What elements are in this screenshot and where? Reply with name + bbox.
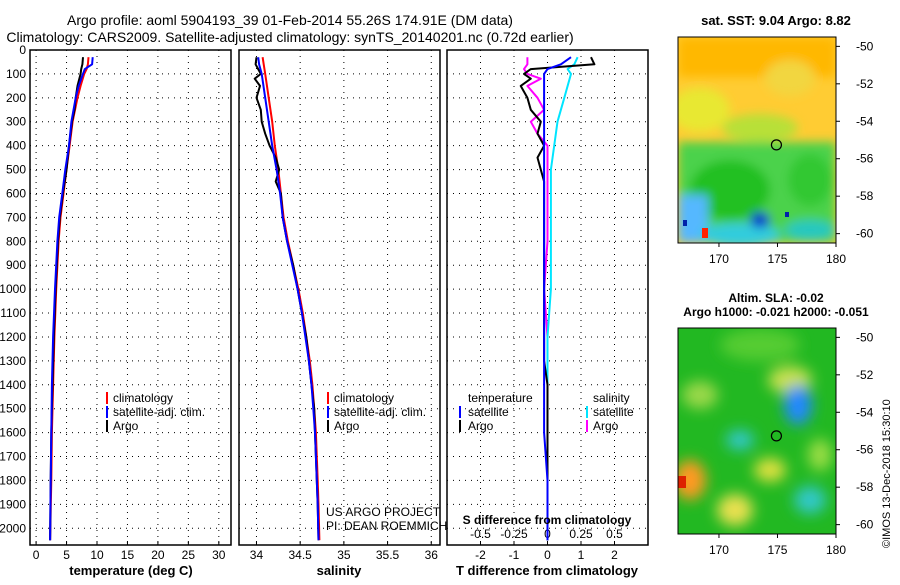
s-tick-label: -0.5 — [470, 527, 491, 541]
depth-tick-label: 1500 — [0, 402, 26, 416]
depth-tick-label: 1800 — [0, 473, 26, 487]
legend-title-salinity: salinity — [593, 391, 630, 405]
legend-label-satellite: satellite-adj. clim. — [334, 405, 426, 419]
legend-label-argo: Argo — [334, 419, 360, 433]
depth-tick-label: 1900 — [0, 497, 26, 511]
legend-label-climatology: climatology — [113, 391, 173, 405]
legend-label-argo: Argo — [113, 419, 139, 433]
sla-map-frame — [677, 327, 837, 535]
legend-label-s-argo: Argo — [593, 419, 619, 433]
salinity-xlabel: salinity — [317, 563, 363, 578]
map-lat-label: -52 — [856, 368, 874, 382]
sla-heatmap — [678, 328, 836, 534]
map-lat-label: -52 — [856, 77, 874, 91]
x-tick-label: 25 — [182, 548, 196, 562]
x-tick-label: 35.5 — [376, 548, 400, 562]
series-satellite — [49, 57, 94, 541]
argo-position-marker — [770, 430, 783, 442]
depth-tick-label: 1000 — [0, 282, 26, 296]
sst-map-title: sat. SST: 9.04 Argo: 8.82 — [701, 13, 851, 28]
temperature-legend: climatology satellite-adj. clim. Argo — [106, 391, 205, 433]
depth-tick-label: 700 — [6, 210, 26, 224]
x-tick-label: 10 — [90, 548, 104, 562]
s-tick-label: 0.5 — [606, 527, 623, 541]
map-lat-label: -58 — [856, 480, 874, 494]
argo-position-marker — [770, 139, 783, 151]
depth-tick-label: 1200 — [0, 330, 26, 344]
x-tick-label: 0 — [33, 548, 40, 562]
depth-tick-label: 1400 — [0, 378, 26, 392]
sst-heatmap — [678, 37, 836, 243]
x-tick-label: 1 — [578, 548, 585, 562]
temperature-panel — [29, 49, 232, 546]
map-lat-label: -56 — [856, 443, 874, 457]
map-lon-label: 170 — [709, 252, 729, 266]
map-lat-label: -60 — [856, 227, 874, 241]
x-tick-label: 15 — [121, 548, 135, 562]
s-tick-label: 0.25 — [569, 527, 593, 541]
x-tick-label: 2 — [611, 548, 618, 562]
legend-label-t-satellite: satellite — [468, 405, 509, 419]
map-lat-label: -56 — [856, 152, 874, 166]
map-lon-label: 175 — [767, 543, 787, 557]
sla-map-title-line1: Altim. SLA: -0.02 — [728, 291, 824, 305]
s-difference-label: S difference from climatology — [463, 513, 632, 527]
x-tick-label: 35 — [337, 548, 351, 562]
x-tick-label: 30 — [212, 548, 226, 562]
series-temperature-satellite — [543, 56, 572, 541]
depth-tick-label: 1700 — [0, 450, 26, 464]
map-lat-label: -54 — [856, 405, 874, 419]
s-tick-label: -0.25 — [500, 527, 528, 541]
depth-tick-label: 900 — [6, 258, 26, 272]
x-tick-label: 36 — [425, 548, 439, 562]
map-lon-label: 175 — [767, 252, 787, 266]
temperature-xlabel: temperature (deg C) — [69, 563, 193, 578]
x-tick-label: -2 — [475, 548, 486, 562]
x-tick-label: 0 — [544, 548, 551, 562]
depth-tick-label: 1600 — [0, 426, 26, 440]
x-tick-label: 34.5 — [288, 548, 312, 562]
sla-map-title-line2: Argo h1000: -0.021 h2000: -0.051 — [683, 305, 869, 319]
depth-tick-label: 2000 — [0, 521, 26, 535]
credit-us-argo: US ARGO PROJECT — [326, 505, 441, 519]
depth-tick-label: 0 — [19, 43, 26, 57]
map-lat-label: -54 — [856, 114, 874, 128]
map-lat-label: -60 — [856, 518, 874, 532]
imos-credit: ©IMOS 13-Dec-2018 15:30:10 — [881, 399, 893, 548]
sst-map-frame — [677, 36, 837, 244]
map-lon-label: 180 — [826, 543, 846, 557]
legend-label-satellite: satellite-adj. clim. — [113, 405, 205, 419]
map-lat-label: -50 — [856, 330, 874, 344]
x-tick-label: 34 — [250, 548, 264, 562]
depth-tick-label: 1300 — [0, 354, 26, 368]
map-lat-label: -58 — [856, 189, 874, 203]
legend-label-climatology: climatology — [334, 391, 394, 405]
depth-tick-label: 500 — [6, 163, 26, 177]
map-lat-label: -50 — [856, 39, 874, 53]
depth-tick-label: 600 — [6, 186, 26, 200]
figure-title-line2: Climatology: CARS2009. Satellite-adjuste… — [6, 29, 573, 45]
legend-label-t-argo: Argo — [468, 419, 494, 433]
difference-legend: temperature satellite Argo salinity sate… — [459, 391, 634, 433]
map-lon-label: 180 — [826, 252, 846, 266]
x-tick-label: -1 — [509, 548, 520, 562]
map-lon-label: 170 — [709, 543, 729, 557]
legend-title-temperature: temperature — [468, 391, 533, 405]
depth-tick-label: 300 — [6, 115, 26, 129]
depth-tick-label: 200 — [6, 91, 26, 105]
x-tick-label: 5 — [63, 548, 70, 562]
salinity-legend: climatology satellite-adj. clim. Argo — [327, 391, 426, 433]
difference-xlabel: T difference from climatology — [456, 563, 639, 578]
depth-tick-label: 1100 — [0, 306, 26, 320]
depth-tick-label: 100 — [6, 67, 26, 81]
credit-pi: PI: DEAN ROEMMICH — [326, 519, 447, 533]
figure-title-line1: Argo profile: aoml 5904193_39 01-Feb-201… — [67, 12, 513, 28]
x-tick-label: 20 — [151, 548, 165, 562]
depth-tick-label: 400 — [6, 139, 26, 153]
legend-label-s-satellite: satellite — [593, 405, 634, 419]
series-satellite — [257, 57, 320, 541]
depth-tick-label: 800 — [6, 234, 26, 248]
